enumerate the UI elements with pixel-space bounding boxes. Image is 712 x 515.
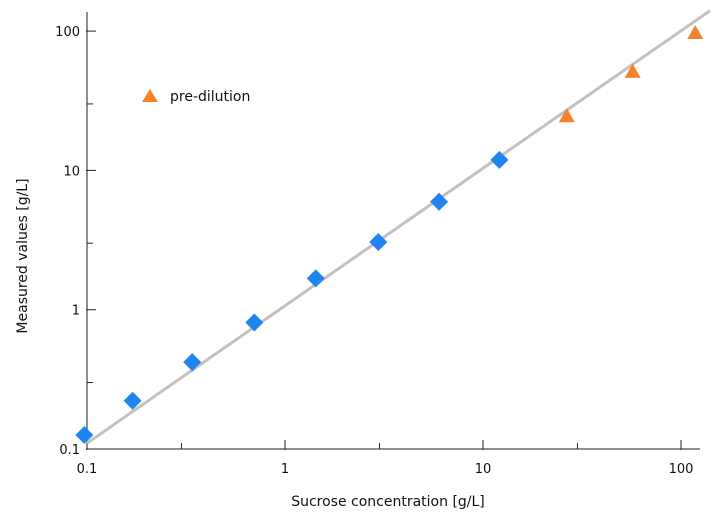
point-diamond-6 — [430, 192, 449, 211]
point-triangle-0 — [558, 108, 575, 123]
axes — [86, 12, 700, 450]
data-markers — [75, 24, 704, 445]
y-tick-label: 1 — [72, 304, 80, 319]
legend-marker-pre-dilution — [142, 89, 158, 102]
x-tick-label: 0.1 — [77, 462, 98, 477]
legend-label-pre-dilution: pre-dilution — [170, 89, 250, 105]
x-tick-label: 10 — [475, 462, 492, 477]
y-tick-label: 100 — [55, 25, 80, 40]
x-axis-title: Sucrose concentration [g/L] — [291, 494, 485, 510]
point-diamond-0 — [75, 426, 94, 445]
point-diamond-7 — [490, 150, 509, 169]
point-triangle-1 — [624, 63, 641, 78]
y-axis-title: Measured values [g/L] — [15, 178, 31, 333]
point-diamond-4 — [306, 269, 325, 288]
x-tick-label: 100 — [669, 462, 694, 477]
point-diamond-3 — [245, 313, 264, 332]
reference-line — [86, 9, 711, 445]
legend: pre-dilution — [142, 89, 250, 105]
point-diamond-1 — [123, 391, 142, 410]
y-ticks: 0.1 1 10 100 — [55, 25, 96, 458]
point-triangle-2 — [687, 24, 704, 39]
point-diamond-5 — [369, 233, 388, 252]
x-tick-label: 1 — [281, 462, 289, 477]
y-tick-label: 0.1 — [59, 443, 80, 458]
y-tick-label: 10 — [63, 164, 80, 179]
x-ticks: 0.1 1 10 100 — [77, 440, 694, 477]
point-diamond-2 — [183, 353, 202, 372]
